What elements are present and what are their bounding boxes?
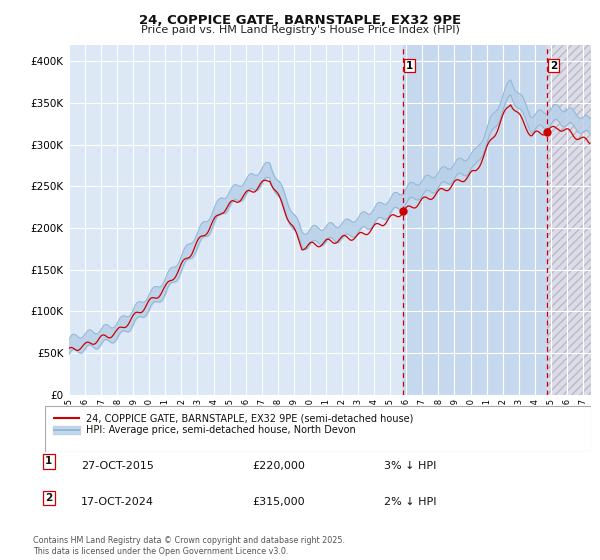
Bar [403,45,547,395]
Text: 2: 2 [550,60,557,71]
Text: 1: 1 [406,60,413,71]
Bar [547,45,591,395]
Text: 24, COPPICE GATE, BARNSTAPLE, EX32 9PE: 24, COPPICE GATE, BARNSTAPLE, EX32 9PE [139,14,461,27]
Bar [547,45,591,395]
Text: 2: 2 [45,493,52,503]
FancyBboxPatch shape [45,406,591,451]
Text: £315,000: £315,000 [252,497,305,507]
Text: Contains HM Land Registry data © Crown copyright and database right 2025.
This d: Contains HM Land Registry data © Crown c… [33,536,345,556]
Text: 3% ↓ HPI: 3% ↓ HPI [384,461,436,471]
Text: 24, COPPICE GATE, BARNSTAPLE, EX32 9PE (semi-detached house): 24, COPPICE GATE, BARNSTAPLE, EX32 9PE (… [86,413,413,423]
Text: Price paid vs. HM Land Registry's House Price Index (HPI): Price paid vs. HM Land Registry's House … [140,25,460,35]
Text: £220,000: £220,000 [252,461,305,471]
Text: 17-OCT-2024: 17-OCT-2024 [81,497,154,507]
Text: 1: 1 [45,456,52,466]
Text: 27-OCT-2015: 27-OCT-2015 [81,461,154,471]
Bar [69,45,403,395]
Text: HPI: Average price, semi-detached house, North Devon: HPI: Average price, semi-detached house,… [86,426,356,435]
Text: 2% ↓ HPI: 2% ↓ HPI [384,497,437,507]
